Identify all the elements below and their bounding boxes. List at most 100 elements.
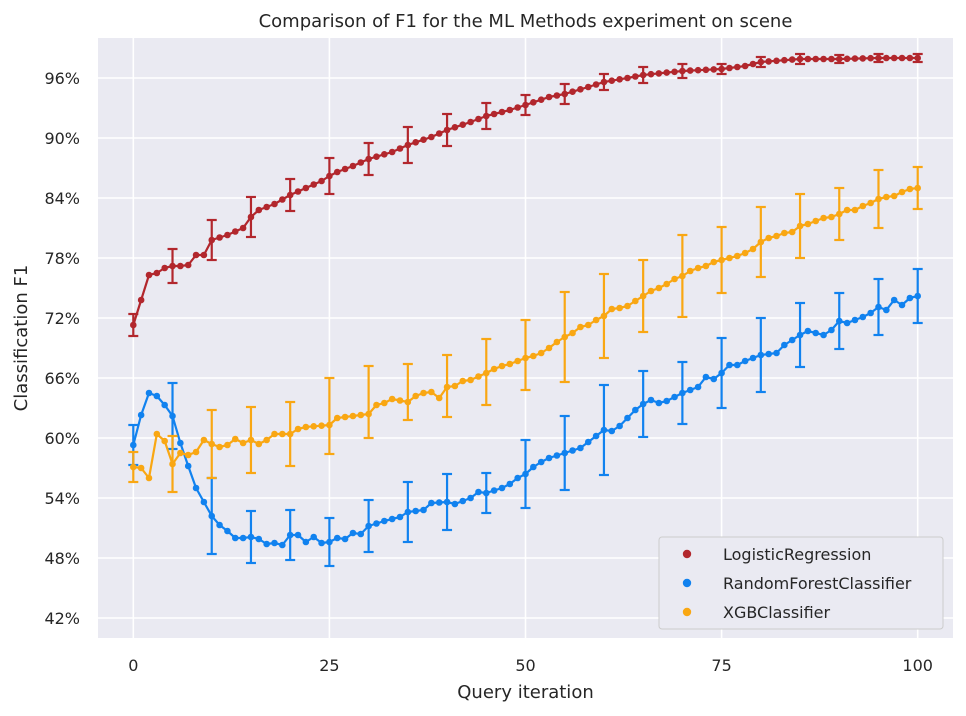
y-tick-label: 90% <box>44 129 80 148</box>
data-point <box>467 376 474 384</box>
data-point <box>161 437 168 445</box>
data-point <box>482 369 490 377</box>
data-point <box>710 66 718 73</box>
data-point <box>381 151 388 158</box>
data-point <box>898 54 906 62</box>
data-point <box>718 369 725 377</box>
data-point <box>341 413 349 421</box>
data-point <box>694 264 702 272</box>
data-point <box>663 69 670 76</box>
data-point <box>773 57 780 65</box>
data-point <box>145 271 153 279</box>
data-point <box>537 96 545 103</box>
data-point <box>773 232 780 240</box>
data-point <box>788 56 796 63</box>
data-point <box>357 411 365 419</box>
data-point <box>200 498 208 506</box>
data-point <box>341 535 349 543</box>
data-point <box>741 357 749 365</box>
data-point <box>569 88 576 95</box>
legend-marker <box>682 549 692 559</box>
legend-label: LogisticRegression <box>723 545 871 564</box>
data-point <box>624 74 631 82</box>
data-point <box>137 411 145 419</box>
data-point <box>679 272 686 280</box>
data-point <box>592 81 600 88</box>
data-point <box>184 451 192 459</box>
data-point <box>428 388 435 396</box>
data-point <box>686 386 694 394</box>
data-point <box>530 99 537 106</box>
data-point <box>569 329 576 337</box>
data-point <box>435 394 443 402</box>
data-point <box>828 326 835 334</box>
data-point <box>396 397 404 404</box>
data-point <box>412 392 419 400</box>
data-point <box>263 203 270 211</box>
data-point <box>733 252 741 260</box>
data-point <box>388 148 396 156</box>
data-point <box>490 110 498 118</box>
data-point <box>655 399 663 407</box>
data-point <box>326 421 333 429</box>
data-point <box>404 398 412 406</box>
data-point <box>898 188 906 196</box>
data-point <box>812 217 820 225</box>
chart-title: Comparison of F1 for the ML Methods expe… <box>259 11 793 32</box>
data-point <box>851 206 859 214</box>
x-tick-label: 75 <box>711 656 731 675</box>
data-point <box>624 414 631 422</box>
data-point <box>326 172 333 180</box>
data-point <box>333 414 341 422</box>
y-tick-label: 42% <box>44 609 80 628</box>
data-point <box>443 126 451 134</box>
data-point <box>130 321 137 329</box>
data-point <box>749 60 757 68</box>
data-point <box>177 439 184 447</box>
data-point <box>686 67 694 74</box>
data-point <box>396 513 404 521</box>
data-point <box>310 181 318 188</box>
data-point <box>514 474 521 482</box>
data-point <box>710 258 718 266</box>
data-point <box>867 309 874 317</box>
data-point <box>843 55 851 63</box>
data-point <box>906 54 914 62</box>
data-point <box>671 68 678 76</box>
data-point <box>286 191 294 199</box>
data-point <box>639 400 647 408</box>
data-point <box>388 395 396 403</box>
data-point <box>310 423 318 430</box>
data-point <box>639 292 647 300</box>
data-point <box>490 365 498 373</box>
data-point <box>796 55 804 63</box>
data-point <box>506 480 514 488</box>
data-point <box>365 155 372 163</box>
data-point <box>867 199 874 207</box>
data-point <box>733 63 741 71</box>
data-point <box>388 515 396 523</box>
data-point <box>553 92 561 99</box>
data-point <box>820 214 827 222</box>
data-point <box>749 245 757 253</box>
data-point <box>255 206 263 214</box>
data-point <box>741 249 749 257</box>
data-point <box>263 436 270 444</box>
data-point <box>608 305 616 313</box>
data-point <box>553 452 561 459</box>
data-point <box>302 184 310 192</box>
data-point <box>208 512 216 520</box>
data-point <box>381 517 388 525</box>
data-point <box>153 269 161 277</box>
data-point <box>475 115 482 123</box>
data-point <box>310 533 318 541</box>
data-point <box>726 254 733 262</box>
data-point <box>875 195 882 203</box>
legend-frame <box>658 536 944 630</box>
data-point <box>271 430 278 438</box>
data-point <box>851 316 859 324</box>
data-point <box>443 498 451 506</box>
data-point <box>655 70 663 77</box>
data-point <box>890 192 898 200</box>
data-point <box>435 499 443 506</box>
